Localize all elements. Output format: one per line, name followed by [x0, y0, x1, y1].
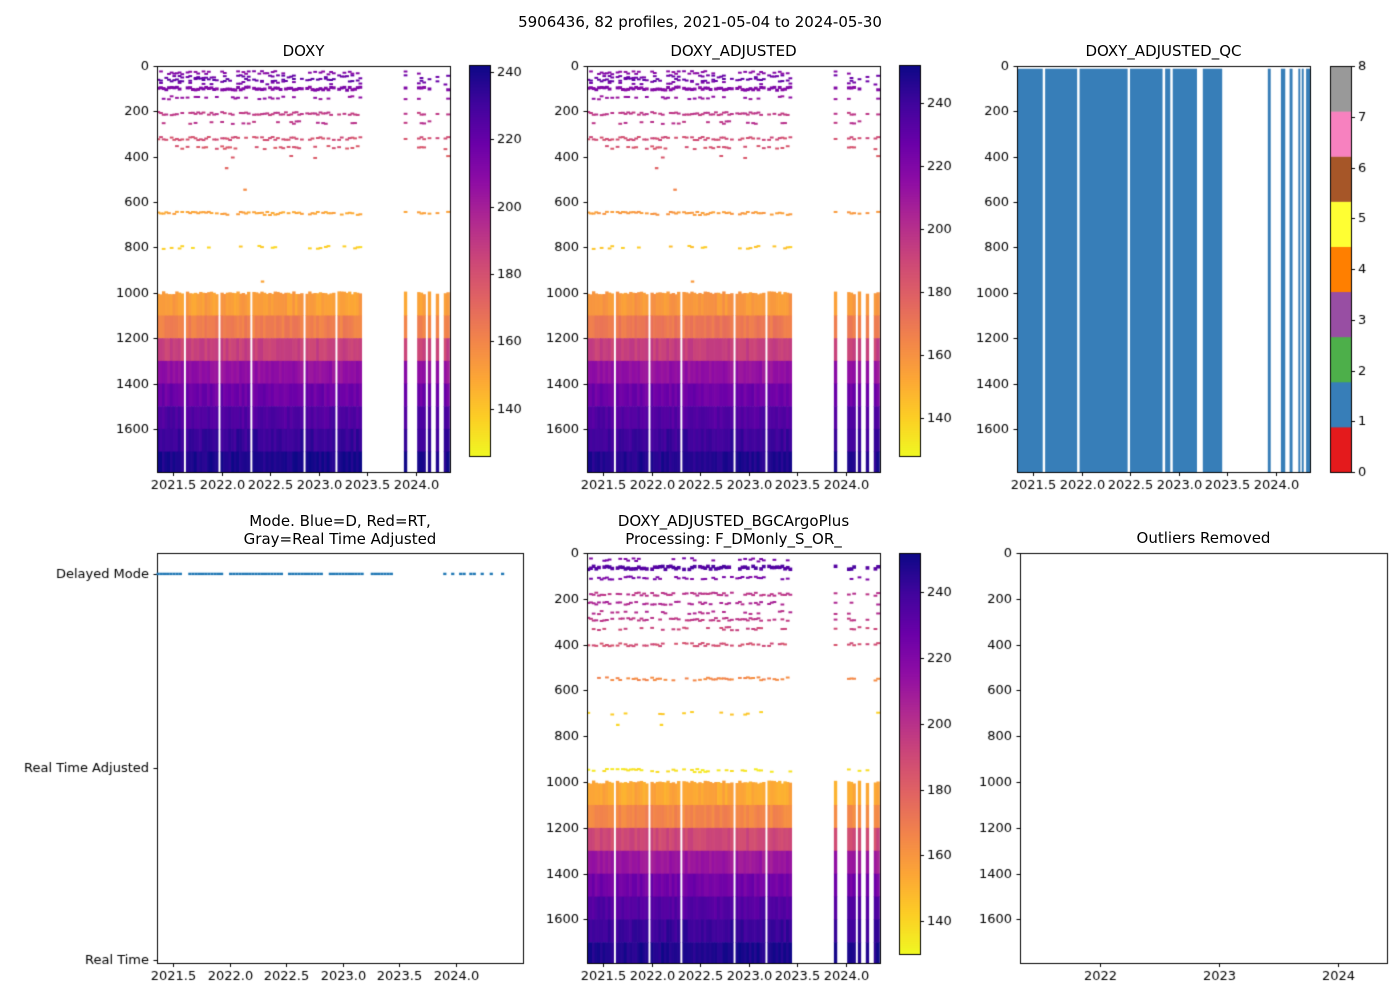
title-outliers-removed: Outliers Removed [1136, 529, 1271, 547]
title-mode: Mode. Blue=D, Red=RT, Gray=Real Time Adj… [243, 512, 437, 548]
title-doxy-adjusted: DOXY_ADJUSTED [670, 42, 797, 60]
title-bgcargoplus: DOXY_ADJUSTED_BGCArgoPlus Processing: F_… [617, 512, 850, 548]
title-doxy: DOXY [282, 42, 325, 60]
figure-suptitle: 5906436, 82 profiles, 2021-05-04 to 2024… [518, 13, 882, 31]
title-doxy-adjusted-qc: DOXY_ADJUSTED_QC [1085, 42, 1242, 60]
